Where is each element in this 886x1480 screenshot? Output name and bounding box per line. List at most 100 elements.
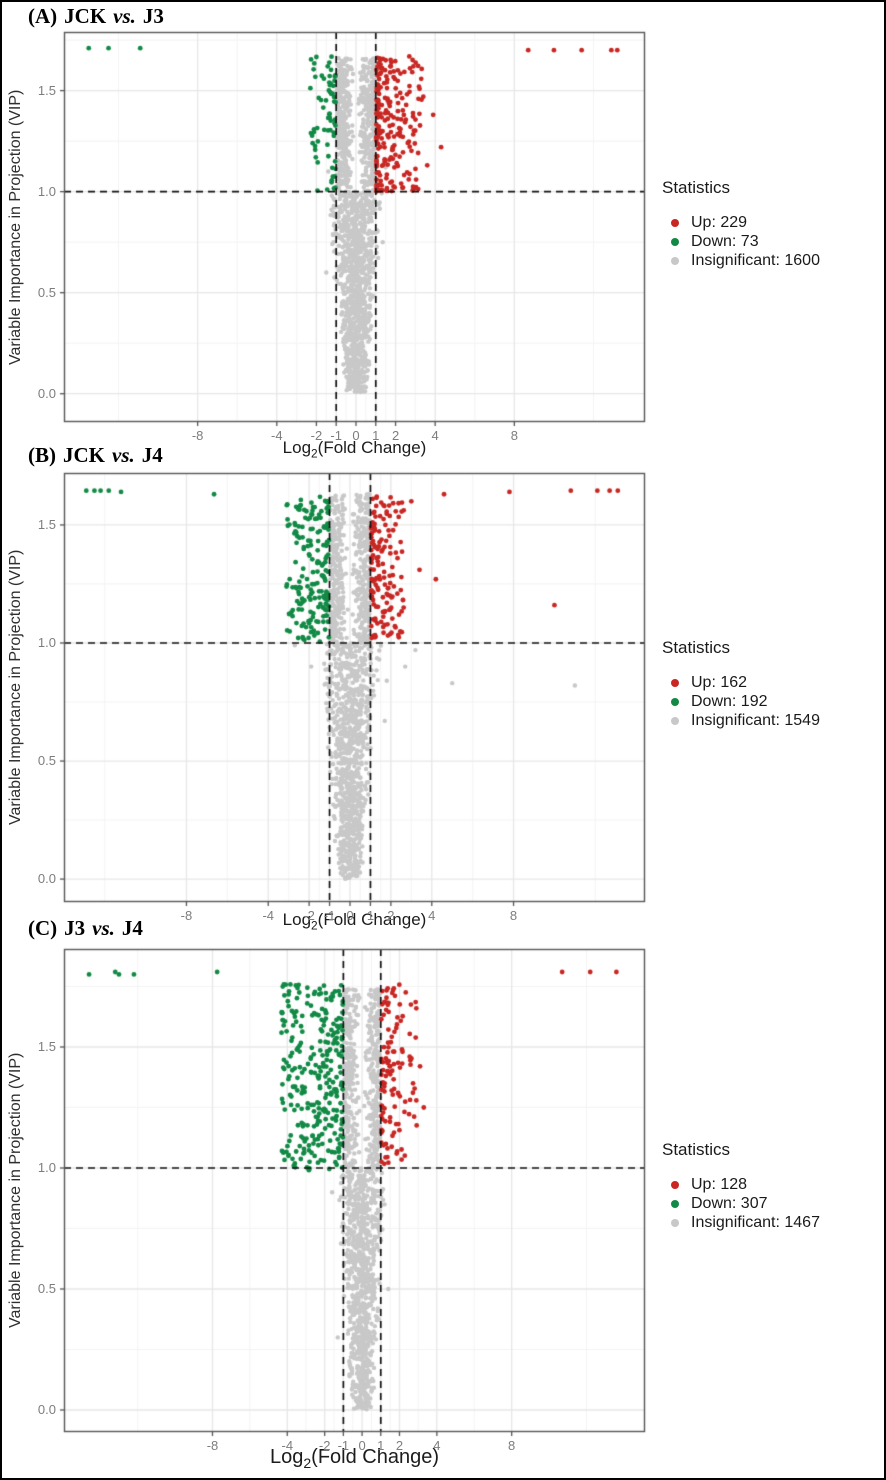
legend-item-down: Down: 307 (662, 1194, 882, 1213)
down-dot-icon (671, 697, 679, 706)
y-tick-label: 0.0 (37, 871, 56, 887)
y-tick-label: 1.5 (37, 1039, 56, 1054)
panel-a-xlabel: Log2(Fold Change) (64, 438, 645, 460)
x-tick-label: -4 (281, 1438, 294, 1453)
y-tick-label: 1.0 (37, 1159, 56, 1175)
legend-item-label: Down: 73 (691, 233, 759, 250)
legend-item-insig: Insignificant: 1467 (662, 1213, 882, 1232)
panel-b-legend: Statistics Up: 162 Down: 192 Insignifica… (662, 638, 882, 730)
xlabel-post: (Fold Change) (317, 910, 427, 929)
x-tick-label: 1 (366, 908, 375, 923)
y-tick-label: 1.5 (37, 516, 56, 532)
legend-item-label: Insignificant: 1549 (691, 712, 820, 729)
xlabel-pre: Log (282, 438, 312, 457)
x-tick-label: 0 (346, 908, 354, 923)
legend-item-label: Insignificant: 1467 (691, 1214, 820, 1231)
xlabel-pre: Log (282, 910, 312, 929)
x-tick-label: -1 (323, 908, 336, 923)
panel-c-xlabel: Log2(Fold Change) (64, 1446, 645, 1471)
panel-a-vs: vs. (113, 4, 136, 28)
legend-item-label: Insignificant: 1600 (691, 252, 820, 269)
legend-item-down: Down: 73 (662, 232, 882, 251)
xlabel-sub: 2 (303, 1455, 312, 1471)
down-dot-icon (671, 1199, 679, 1208)
panel-c-vs: vs. (92, 916, 115, 940)
legend-item-down: Down: 192 (662, 692, 882, 711)
y-tick-label: 0.0 (37, 385, 56, 401)
panel-a-title: (A) JCK vs. J3 (28, 4, 164, 29)
x-tick-label: 4 (428, 908, 436, 923)
insig-dot-icon (671, 256, 679, 265)
x-tick-label: -1 (337, 1438, 350, 1453)
legend-item-insig: Insignificant: 1600 (662, 251, 882, 270)
y-tick-label: 1.0 (37, 634, 56, 650)
legend-item-up: Up: 229 (662, 213, 882, 232)
y-tick-label: 0.5 (37, 753, 56, 769)
legend-title: Statistics (662, 1140, 731, 1159)
panel-c-title: (C) J3 vs. J4 (28, 916, 143, 941)
x-tick-label: -8 (180, 908, 193, 923)
legend-item-up: Up: 162 (662, 673, 882, 692)
x-tick-label: -4 (271, 428, 283, 443)
x-tick-label: 4 (433, 1438, 441, 1453)
down-dot-icon (671, 237, 679, 246)
legend-item-label: Down: 192 (691, 693, 768, 710)
panel-c-legend: Statistics Up: 128 Down: 307 Insignifica… (662, 1140, 882, 1232)
x-tick-label: -2 (303, 908, 315, 923)
y-tick-label: 1.5 (37, 82, 56, 98)
x-tick-label: 1 (377, 1438, 385, 1453)
legend-item-label: Up: 162 (691, 674, 748, 691)
panel-b-vs: vs. (112, 443, 135, 467)
panel-a-label: (A) (28, 4, 58, 28)
y-tick-label: 0.5 (37, 284, 56, 300)
x-tick-label: -4 (262, 908, 274, 923)
x-tick-label: 0 (352, 428, 360, 443)
x-tick-label: 2 (387, 908, 395, 923)
xlabel-post: (Fold Change) (317, 438, 427, 457)
legend-item-up: Up: 128 (662, 1175, 882, 1194)
y-tick-label: 1.0 (37, 183, 56, 199)
panel-a-legend: Statistics Up: 229 Down: 73 Insignifican… (662, 178, 882, 270)
x-tick-label: 2 (391, 428, 400, 443)
xlabel-sub: 2 (311, 918, 318, 933)
x-tick-label: 4 (431, 428, 439, 443)
y-tick-label: 0.5 (37, 1280, 56, 1296)
panel-b-group-a: JCK (63, 443, 105, 467)
panel-b-xlabel: Log2(Fold Change) (64, 910, 645, 932)
x-tick-label: -2 (318, 1438, 331, 1453)
x-tick-label: 8 (509, 908, 518, 923)
up-dot-icon (671, 1180, 679, 1189)
panel-b-ylabel: Variable Importance in Projection (VIP) (7, 549, 24, 826)
x-tick-label: -2 (310, 428, 323, 443)
up-dot-icon (671, 218, 679, 227)
legend-item-insig: Insignificant: 1549 (662, 711, 882, 730)
xlabel-sub: 2 (311, 446, 318, 461)
insig-dot-icon (671, 716, 679, 725)
panel-c-group-b: J4 (121, 916, 143, 940)
x-tick-label: 1 (372, 428, 380, 443)
xlabel-post: (Fold Change) (311, 1446, 439, 1468)
xlabel-pre: Log (269, 1446, 304, 1468)
insig-dot-icon (671, 1218, 679, 1227)
legend-item-label: Down: 307 (691, 1195, 768, 1212)
panel-b-title: (B) JCK vs. J4 (28, 443, 163, 468)
panel-c-group-a: J3 (64, 916, 86, 940)
panel-c-label: (C) (28, 916, 58, 940)
x-tick-label: 2 (395, 1438, 404, 1453)
panel-c-ylabel: Variable Importance in Projection (VIP) (7, 1052, 24, 1329)
legend-item-label: Up: 229 (691, 214, 748, 231)
x-tick-label: 8 (508, 1438, 516, 1453)
x-tick-label: 8 (510, 428, 518, 443)
panel-a-group-a: JCK (64, 4, 107, 28)
x-tick-label: -8 (191, 428, 204, 443)
x-tick-label: -1 (330, 428, 342, 443)
x-tick-label: -8 (206, 1438, 219, 1453)
legend-title: Statistics (662, 178, 731, 197)
up-dot-icon (671, 678, 679, 687)
y-tick-label: 0.0 (37, 1401, 56, 1417)
legend-item-label: Up: 128 (691, 1176, 748, 1193)
panel-b-label: (B) (28, 443, 56, 467)
panel-a-group-b: J3 (142, 4, 164, 28)
